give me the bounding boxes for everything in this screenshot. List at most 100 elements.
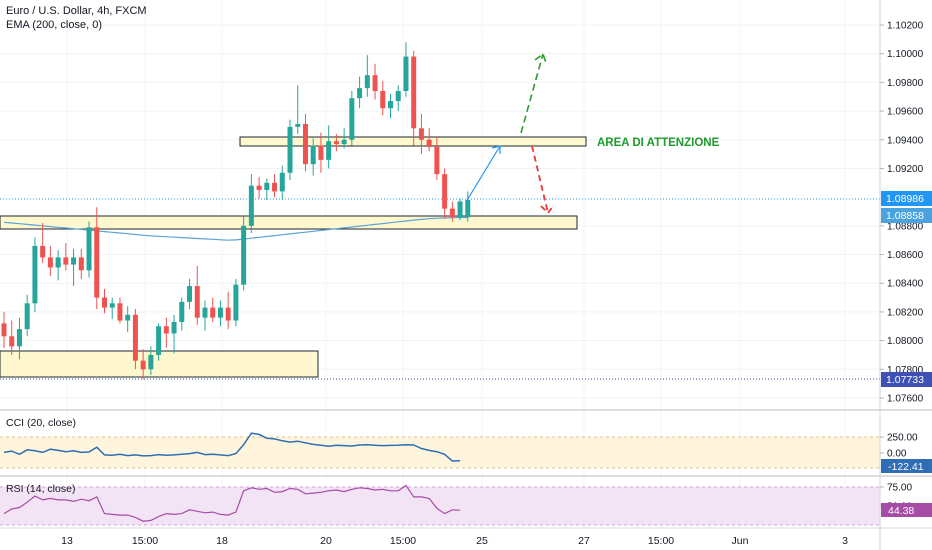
candle-body [179,301,185,322]
candle-body [380,90,386,109]
candle-body [279,172,285,192]
time-tick-label: 18 [216,535,228,547]
rsi-line [3,484,461,522]
zone-ema-support [0,215,578,230]
candle-body [63,257,69,265]
candle-body [318,145,324,160]
candle-body [341,139,347,145]
candle-body [364,75,370,89]
cci-pane[interactable]: CCI (20, close) [0,417,880,469]
candle-body [449,208,455,218]
candle-body [140,360,146,370]
low-price-tag [881,372,932,387]
zone-attention-resistance [239,136,587,147]
price-tick-label: 1.08400 [887,279,924,290]
time-tick-label: 15:00 [648,535,674,547]
time-tick-labels: 13 15:00 18 20 15:00 25 27 15:00 Jun 3 [61,535,848,547]
time-tick-label: 25 [476,535,488,547]
rsi-tick-label: 75.00 [887,483,912,494]
candle-body [326,141,332,160]
candle-body [86,227,92,271]
green-bullish-arrow [520,52,547,134]
current-price-tag-label: 1.08986 [886,193,924,205]
cci-tick-label: 250.00 [887,433,918,444]
candle-body [225,307,231,321]
candle-body [171,321,177,334]
candle-body [132,314,138,361]
time-tick-label: Jun [732,535,749,547]
candle-body [24,303,30,330]
candle-body [357,88,363,99]
candle-body [457,201,463,218]
candle-body [287,126,293,173]
price-tick-label: 1.10000 [887,49,924,60]
time-tick-label: 20 [320,535,332,547]
candle-body [442,174,448,209]
candle-body [101,297,107,308]
candle-body [40,245,46,258]
price-tick-label: 1.08800 [887,221,924,232]
candle-body [125,314,131,321]
candle-body [1,323,7,337]
rsi-pane[interactable]: RSI (14, close) [0,483,880,526]
red-bearish-arrow [531,145,555,215]
candle-body [148,354,154,370]
candle-body [434,146,440,175]
cci-tick-label: 0.00 [887,449,907,460]
candle-body [210,307,216,318]
candle-body [256,185,262,190]
candle-body [333,141,339,145]
rsi-title: RSI (14, close) [6,483,75,495]
price-scale[interactable]: 1.10200 1.10000 1.09800 1.09600 1.09400 1.092… [879,0,932,550]
candle-body [372,75,378,91]
candle-body [395,90,401,102]
price-tick-label: 1.10200 [887,21,924,32]
time-tick-label: 13 [61,535,73,547]
candle-body [156,326,162,355]
candle-body [16,329,22,347]
price-tick-label: 1.08200 [887,307,924,318]
current-price-tag [881,191,932,206]
candle-body [418,128,424,140]
price-tick-label: 1.09600 [887,107,924,118]
candle-body [117,303,123,321]
price-tick-label: 1.08000 [887,336,924,347]
candle-body [217,307,223,318]
symbol-title: Euro / U.S. Dollar, 4h, FXCM [6,5,147,17]
cci-title: CCI (20, close) [6,417,76,429]
ema-price-tag [881,208,932,223]
candle-body [465,200,471,218]
rsi-band [0,487,880,525]
time-tick-label: 3 [842,535,848,547]
price-tick-label: 1.09800 [887,78,924,89]
candle-body [78,257,84,271]
low-price-tag-label: 1.07733 [886,374,924,386]
cci-tick-labels: 250.00 0.00 [880,433,918,460]
blue-projection-arrow [465,145,501,203]
price-tick-label: 1.07800 [887,365,924,376]
candle-body [109,303,115,308]
candle-body [302,123,308,165]
candle-body [187,286,193,302]
candle-body [272,182,278,192]
ema-line [3,216,468,241]
time-tick-label: 15:00 [390,535,416,547]
time-tick-label: 15:00 [132,535,158,547]
attention-area-label: AREA DI ATTENZIONE [597,137,720,149]
candle-body [310,145,316,165]
candle-body [233,284,239,321]
candle-body [194,286,200,318]
price-tick-labels: 1.10200 1.10000 1.09800 1.09600 1.09400 1.092… [880,21,924,405]
candle-body [32,245,38,304]
cci-line [3,432,461,462]
projection-arrows [465,52,555,215]
time-axis[interactable]: 13 15:00 18 20 15:00 25 27 15:00 Jun 3 [61,535,848,547]
candle-body [349,98,355,140]
rsi-value-tag [881,503,932,517]
time-tick-label: 27 [578,535,590,547]
candle-body [426,139,432,147]
candle-body [47,257,53,268]
candles [1,42,471,380]
candle-body [9,336,15,347]
